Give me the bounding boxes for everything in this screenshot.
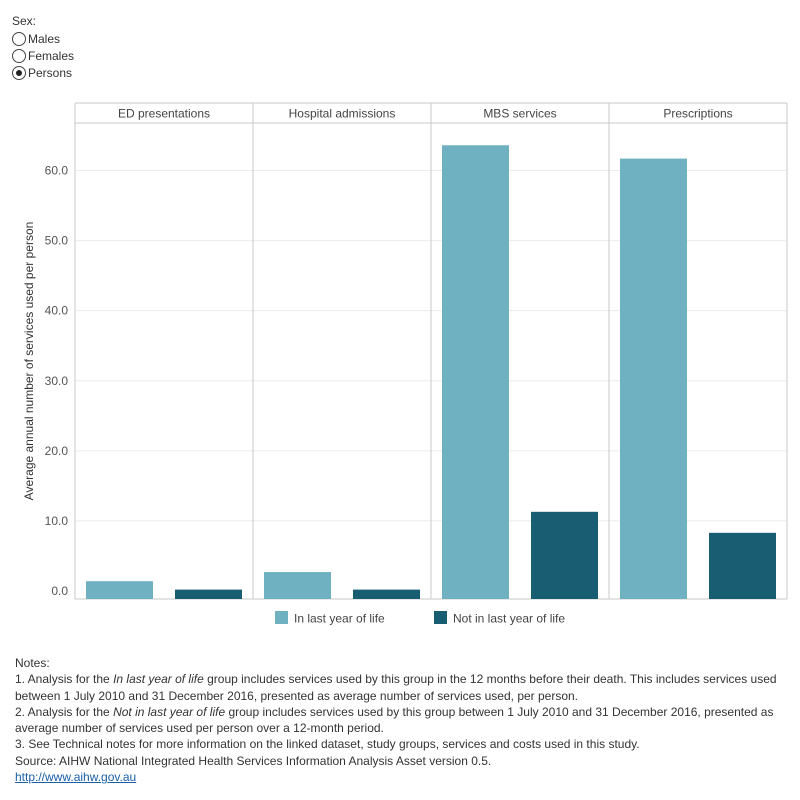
bar [175, 589, 242, 599]
y-tick-label: 10.0 [45, 514, 69, 528]
y-axis-title: Average annual number of services used p… [22, 222, 36, 501]
panel-header-label: MBS services [483, 107, 556, 121]
notes-section: Notes: 1. Analysis for the In last year … [15, 655, 785, 785]
note-2-italic: Not in last year of life [113, 704, 226, 719]
panel-header-label: ED presentations [118, 107, 210, 121]
radio-label-males: Males [28, 31, 61, 46]
bar [353, 589, 420, 599]
legend-swatch [275, 611, 288, 624]
legend-label: In last year of life [294, 612, 385, 626]
note-2: 2. Analysis for the Not in last year of … [15, 704, 785, 737]
radio-label-females: Females [28, 48, 75, 63]
note-2-prefix: 2. Analysis for the [15, 704, 114, 719]
note-1-suffix: group includes services used by this gro… [15, 672, 777, 703]
y-tick-label: 60.0 [45, 164, 69, 178]
y-tick-label: 20.0 [45, 444, 69, 458]
y-tick-label: 0.0 [51, 584, 68, 598]
radio-label-persons: Persons [28, 65, 73, 80]
panel-header-label: Prescriptions [663, 107, 732, 121]
source-text: Source: AIHW National Integrated Health … [15, 753, 492, 768]
bar [531, 511, 598, 599]
note-1-prefix: 1. Analysis for the [15, 672, 114, 687]
bar [86, 581, 153, 599]
radio-option-persons[interactable]: Persons [12, 64, 74, 81]
note-2-suffix: group includes services used by this gro… [15, 704, 774, 736]
radio-button-persons[interactable] [12, 65, 26, 80]
legend-label: Not in last year of life [453, 612, 565, 626]
sex-filter-label: Sex: [12, 14, 37, 28]
radio-option-females[interactable]: Females [12, 47, 74, 64]
note-3: 3. See Technical notes for more informat… [15, 737, 640, 752]
y-tick-label: 40.0 [45, 304, 69, 318]
sex-filter: Sex: Males Females Persons [12, 14, 74, 81]
bar [264, 572, 331, 599]
bar-chart: ED presentations Hospital admissions MBS s… [22, 102, 788, 626]
bar [620, 158, 687, 600]
bar [442, 145, 509, 599]
radio-option-males[interactable]: Males [12, 30, 74, 47]
note-1-italic: In last year of life [113, 672, 204, 687]
y-tick-label: 50.0 [45, 234, 69, 248]
notes-title: Notes: [15, 656, 50, 670]
radio-button-males[interactable] [12, 31, 26, 46]
panel-header-label: Hospital admissions [289, 107, 396, 121]
y-tick-label: 30.0 [45, 374, 69, 388]
note-1: 1. Analysis for the In last year of life… [15, 671, 785, 704]
radio-button-females[interactable] [12, 48, 26, 63]
bar [709, 532, 776, 599]
legend-swatch [434, 611, 447, 624]
source-link[interactable]: http://www.aihw.gov.au [15, 770, 137, 785]
